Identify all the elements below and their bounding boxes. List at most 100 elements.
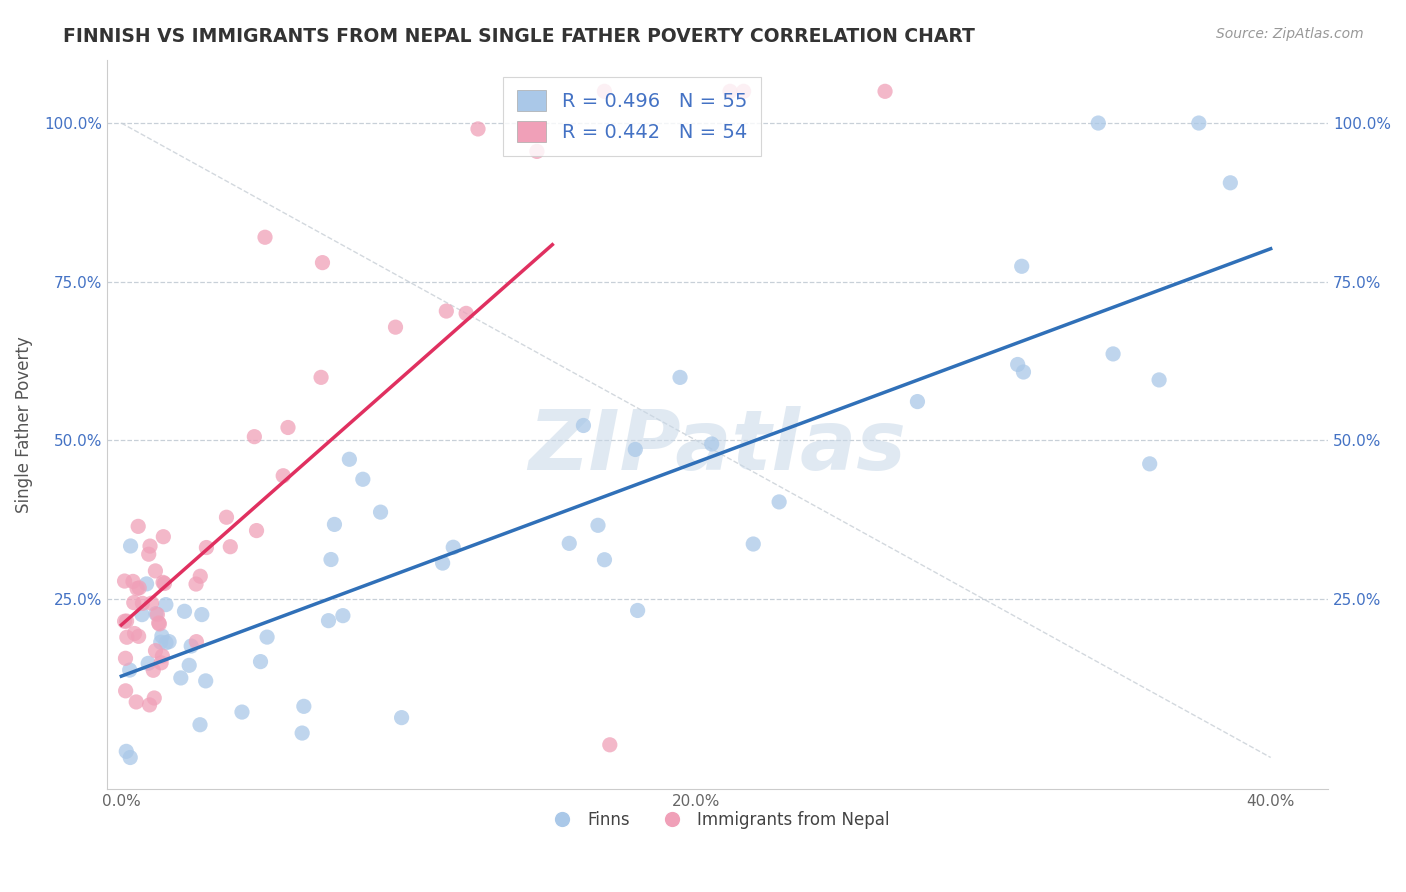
Point <box>170 671 193 685</box>
Point <box>1102 347 1125 361</box>
Point <box>124 626 146 640</box>
Point <box>114 683 136 698</box>
Point <box>191 607 214 622</box>
Point <box>434 304 457 318</box>
Text: Source: ZipAtlas.com: Source: ZipAtlas.com <box>1216 27 1364 41</box>
Point <box>352 472 374 486</box>
Point <box>742 537 765 551</box>
Point <box>1188 116 1211 130</box>
Point <box>323 517 346 532</box>
Text: FINNISH VS IMMIGRANTS FROM NEPAL SINGLE FATHER POVERTY CORRELATION CHART: FINNISH VS IMMIGRANTS FROM NEPAL SINGLE … <box>63 27 976 45</box>
Point <box>186 634 208 648</box>
Point <box>441 541 464 555</box>
Point <box>115 744 138 758</box>
Point <box>256 630 278 644</box>
Point <box>173 604 195 618</box>
Point <box>311 255 333 269</box>
Point <box>184 577 207 591</box>
Point <box>768 495 790 509</box>
Point <box>195 541 218 555</box>
Point <box>120 750 142 764</box>
Point <box>558 536 581 550</box>
Point <box>627 603 650 617</box>
Point <box>145 607 167 621</box>
Point <box>120 539 142 553</box>
Point <box>142 663 165 677</box>
Point <box>135 577 157 591</box>
Point <box>179 658 201 673</box>
Point <box>115 614 138 628</box>
Point <box>1147 373 1170 387</box>
Point <box>253 230 276 244</box>
Point <box>114 651 136 665</box>
Point <box>143 691 166 706</box>
Point <box>1219 176 1241 190</box>
Point <box>114 574 136 588</box>
Point <box>152 530 174 544</box>
Point <box>136 657 159 671</box>
Legend: Finns, Immigrants from Nepal: Finns, Immigrants from Nepal <box>538 805 896 836</box>
Point <box>669 370 692 384</box>
Point <box>245 524 267 538</box>
Point <box>127 519 149 533</box>
Point <box>141 596 163 610</box>
Point <box>384 320 406 334</box>
Point <box>125 695 148 709</box>
Point <box>128 629 150 643</box>
Point <box>624 442 647 457</box>
Point <box>1011 260 1033 274</box>
Point <box>149 635 172 649</box>
Point <box>277 420 299 434</box>
Point <box>599 738 621 752</box>
Point <box>593 84 616 98</box>
Point <box>153 576 176 591</box>
Point <box>1087 116 1109 130</box>
Point <box>118 663 141 677</box>
Point <box>572 418 595 433</box>
Point <box>432 556 454 570</box>
Point <box>150 649 173 664</box>
Y-axis label: Single Father Poverty: Single Father Poverty <box>15 336 32 513</box>
Point <box>332 608 354 623</box>
Point <box>138 547 160 561</box>
Point <box>122 574 145 589</box>
Point <box>370 505 392 519</box>
Point <box>291 726 314 740</box>
Point <box>249 655 271 669</box>
Point <box>467 122 489 136</box>
Point <box>188 717 211 731</box>
Point <box>337 452 360 467</box>
Point <box>148 615 170 630</box>
Point <box>150 656 173 670</box>
Text: ZIPatlas: ZIPatlas <box>529 406 907 487</box>
Point <box>271 468 294 483</box>
Point <box>718 84 741 98</box>
Point <box>194 673 217 688</box>
Point <box>157 634 180 648</box>
Point <box>700 437 723 451</box>
Point <box>292 699 315 714</box>
Point <box>150 629 173 643</box>
Point <box>907 394 929 409</box>
Point <box>215 510 238 524</box>
Point <box>309 370 332 384</box>
Point <box>188 569 211 583</box>
Point <box>319 552 342 566</box>
Point <box>873 84 896 98</box>
Point <box>148 616 170 631</box>
Point <box>1007 358 1029 372</box>
Point <box>145 564 167 578</box>
Point <box>243 430 266 444</box>
Point <box>1139 457 1161 471</box>
Point <box>139 539 162 553</box>
Point <box>122 596 145 610</box>
Point <box>125 582 148 596</box>
Point <box>526 145 548 159</box>
Point <box>391 711 413 725</box>
Point <box>131 607 153 622</box>
Point <box>456 306 478 320</box>
Point <box>115 630 138 644</box>
Point <box>733 84 755 98</box>
Point <box>114 614 136 628</box>
Point <box>593 553 616 567</box>
